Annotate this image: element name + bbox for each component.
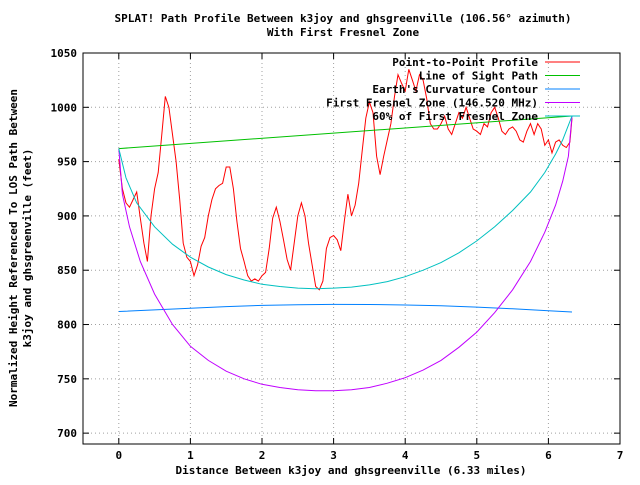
x-tick-label: 1 bbox=[187, 449, 194, 462]
series-line-1 bbox=[118, 69, 573, 291]
x-tick-label: 5 bbox=[473, 449, 480, 462]
chart-subtitle: With First Fresnel Zone bbox=[267, 26, 420, 39]
x-tick-label: 7 bbox=[617, 449, 624, 462]
legend-label: 60% of First Fresnel Zone bbox=[372, 110, 538, 123]
legend-label: First Fresnel Zone (146.520 MHz) bbox=[326, 97, 538, 110]
series-group bbox=[118, 69, 573, 392]
y-tick-label: 800 bbox=[57, 319, 77, 332]
y-axis-label-line1: Normalized Height Referenced To LOS Path… bbox=[7, 89, 20, 407]
axis-ticks: 0 1 2 3 4 5 6 7 700 750 800 850 900 950 1000 1050 bbox=[51, 47, 624, 462]
chart-title: SPLAT! Path Profile Between k3joy and gh… bbox=[115, 12, 572, 25]
y-tick-label: 950 bbox=[57, 156, 77, 169]
legend-label: Earth's Curvature Contour bbox=[372, 83, 538, 96]
plot-frame bbox=[82, 52, 621, 445]
y-tick-label: 700 bbox=[57, 427, 77, 440]
y-axis-label-line2: k3joy and ghsgreenville (feet) bbox=[21, 149, 34, 348]
x-axis-label: Distance Between k3joy and ghsgreenville… bbox=[176, 464, 527, 477]
series-line-3 bbox=[118, 303, 573, 313]
x-tick-label: 2 bbox=[259, 449, 266, 462]
series-line-5 bbox=[118, 115, 573, 290]
x-tick-label: 0 bbox=[115, 449, 122, 462]
x-tick-label: 3 bbox=[330, 449, 337, 462]
legend-label: Point-to-Point Profile bbox=[392, 56, 538, 69]
y-tick-label: 1050 bbox=[51, 47, 78, 60]
y-tick-label: 850 bbox=[57, 264, 77, 277]
y-tick-label: 1000 bbox=[51, 101, 78, 114]
series-line-2 bbox=[118, 115, 573, 150]
y-tick-label: 900 bbox=[57, 210, 77, 223]
y-tick-label: 750 bbox=[57, 373, 77, 386]
legend-label: Line of Sight Path bbox=[419, 70, 538, 83]
series-line-4 bbox=[118, 115, 573, 392]
x-tick-label: 6 bbox=[545, 449, 552, 462]
x-tick-label: 4 bbox=[402, 449, 409, 462]
